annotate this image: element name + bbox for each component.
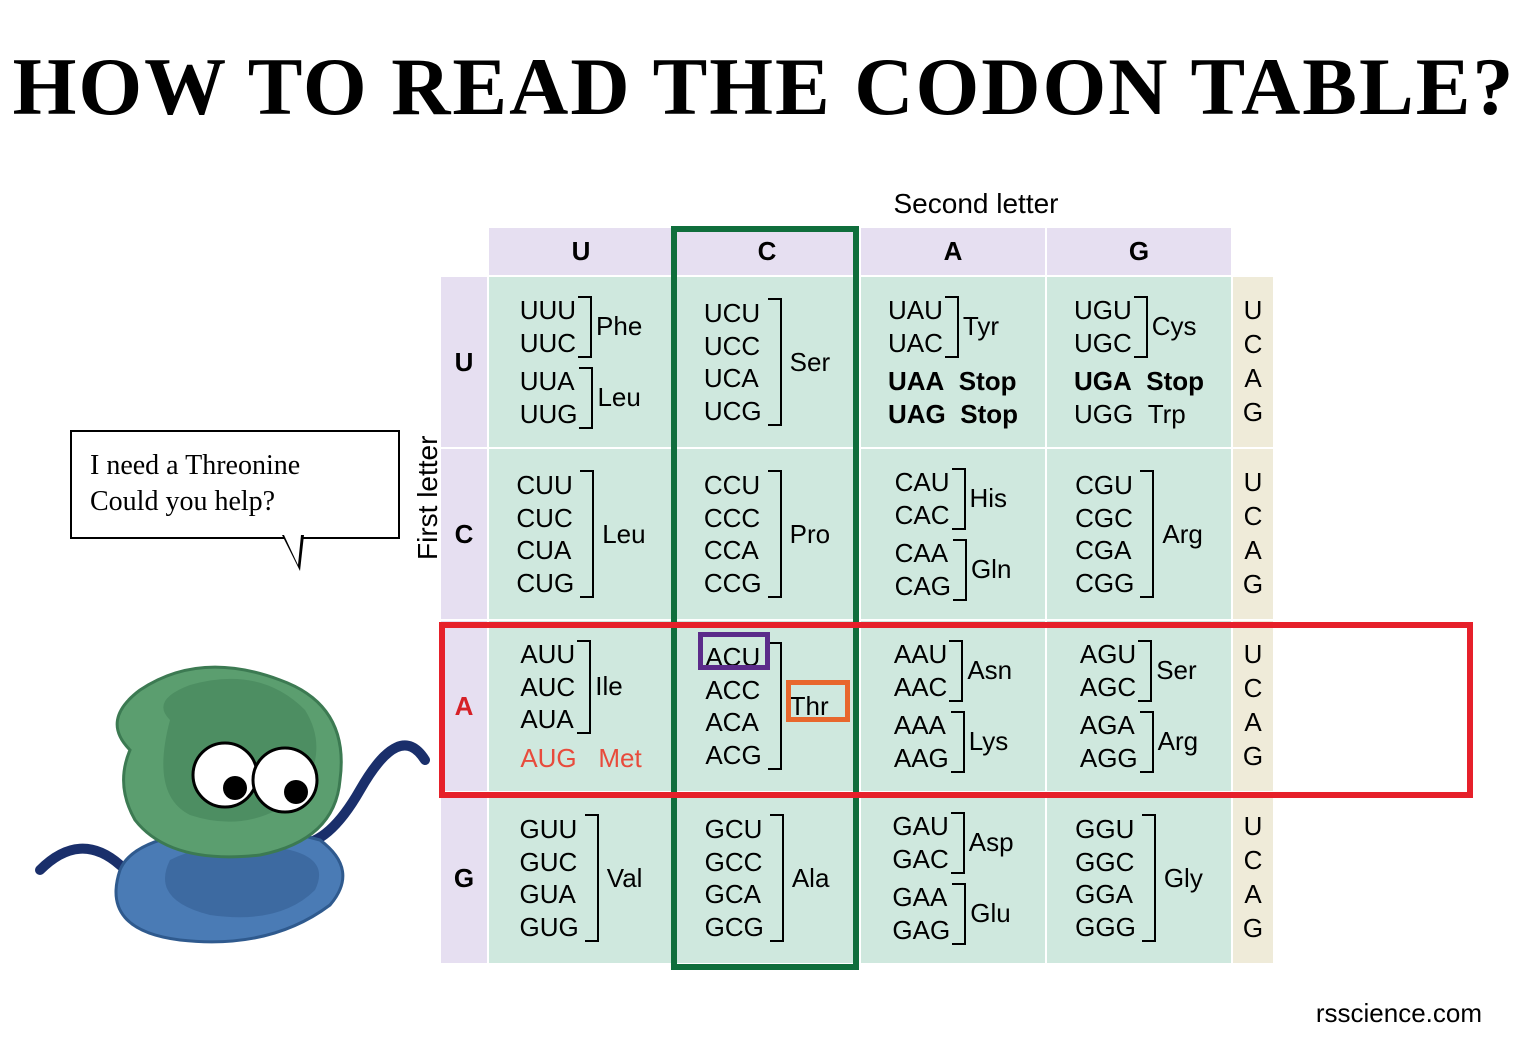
col-header-U: U bbox=[489, 228, 673, 275]
cell-GC: GCUGCCGCAGCG Ala bbox=[675, 793, 859, 963]
row-header-G: G bbox=[441, 793, 487, 963]
col-header-A: A bbox=[861, 228, 1045, 275]
ribosome-eye-left bbox=[193, 743, 257, 807]
ribosome-eye-right bbox=[253, 748, 317, 812]
cell-UU: UUUUUCPhe UUAUUGLeu bbox=[489, 277, 673, 447]
col-header-G: G bbox=[1047, 228, 1231, 275]
second-letter-axis-label: Second letter bbox=[486, 188, 1466, 220]
third-letter-U: UCAG bbox=[1233, 277, 1273, 447]
speech-bubble: I need a Threonine Could you help? bbox=[70, 430, 400, 539]
speech-line-1: I need a Threonine bbox=[90, 450, 300, 481]
row-header-A: A bbox=[441, 621, 487, 791]
cell-CC: CCUCCCCCACCG Pro bbox=[675, 449, 859, 619]
cell-AU: AUUAUCAUAIle AUG Met bbox=[489, 621, 673, 791]
cell-AA: AAUAACAsn AAAAAGLys bbox=[861, 621, 1045, 791]
cell-UG: UGUUGCCys UGA StopUGG Trp bbox=[1047, 277, 1231, 447]
cell-CA: CAUCACHis CAACAGGln bbox=[861, 449, 1045, 619]
col-header-C: C bbox=[675, 228, 859, 275]
credit-text: rsscience.com bbox=[1316, 998, 1482, 1029]
third-letter-C: UCAG bbox=[1233, 449, 1273, 619]
cell-CU: CUUCUCCUACUG Leu bbox=[489, 449, 673, 619]
third-letter-G: UCAG bbox=[1233, 793, 1273, 963]
cell-GG: GGUGGCGGAGGG Gly bbox=[1047, 793, 1231, 963]
row-header-U: U bbox=[441, 277, 487, 447]
row-header-C: C bbox=[441, 449, 487, 619]
ribosome-svg bbox=[30, 570, 430, 950]
page-title: HOW TO READ THE CODON TABLE? bbox=[0, 40, 1528, 134]
cell-GA: GAUGACAsp GAAGAGGlu bbox=[861, 793, 1045, 963]
cell-GU: GUUGUCGUAGUG Val bbox=[489, 793, 673, 963]
cell-UC: UCUUCCUCAUCG Ser bbox=[675, 277, 859, 447]
cell-AG: AGUAGCSer AGAAGGArg bbox=[1047, 621, 1231, 791]
cell-UA: UAUUACTyr UAA StopUAG Stop bbox=[861, 277, 1045, 447]
codon-table-container: U C A G U UUUUUCPhe UUAUUGLeu UCUUCCUCAU… bbox=[439, 226, 1471, 965]
codon-table: U C A G U UUUUUCPhe UUAUUGLeu UCUUCCUCAU… bbox=[439, 226, 1275, 965]
ribosome-illustration: I need a Threonine Could you help? bbox=[30, 430, 430, 950]
third-letter-A: UCAG bbox=[1233, 621, 1273, 791]
cell-CG: CGUCGCCGACGG Arg bbox=[1047, 449, 1231, 619]
cell-AC: ACUACCACAACG Thr bbox=[675, 621, 859, 791]
speech-line-2: Could you help? bbox=[90, 486, 275, 517]
